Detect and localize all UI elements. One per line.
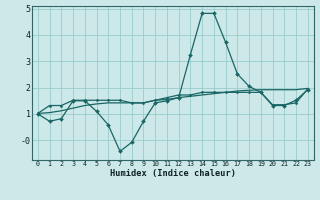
X-axis label: Humidex (Indice chaleur): Humidex (Indice chaleur)	[110, 169, 236, 178]
